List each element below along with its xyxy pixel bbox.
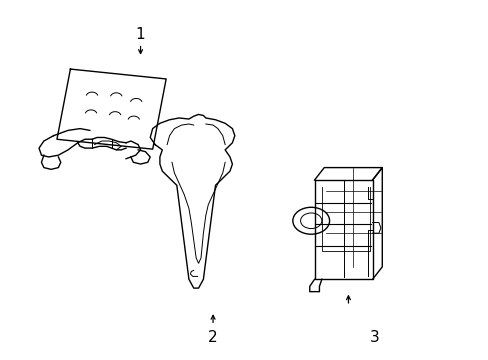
Text: 1: 1: [136, 27, 145, 42]
Text: 2: 2: [208, 330, 218, 345]
Text: 3: 3: [369, 330, 379, 345]
